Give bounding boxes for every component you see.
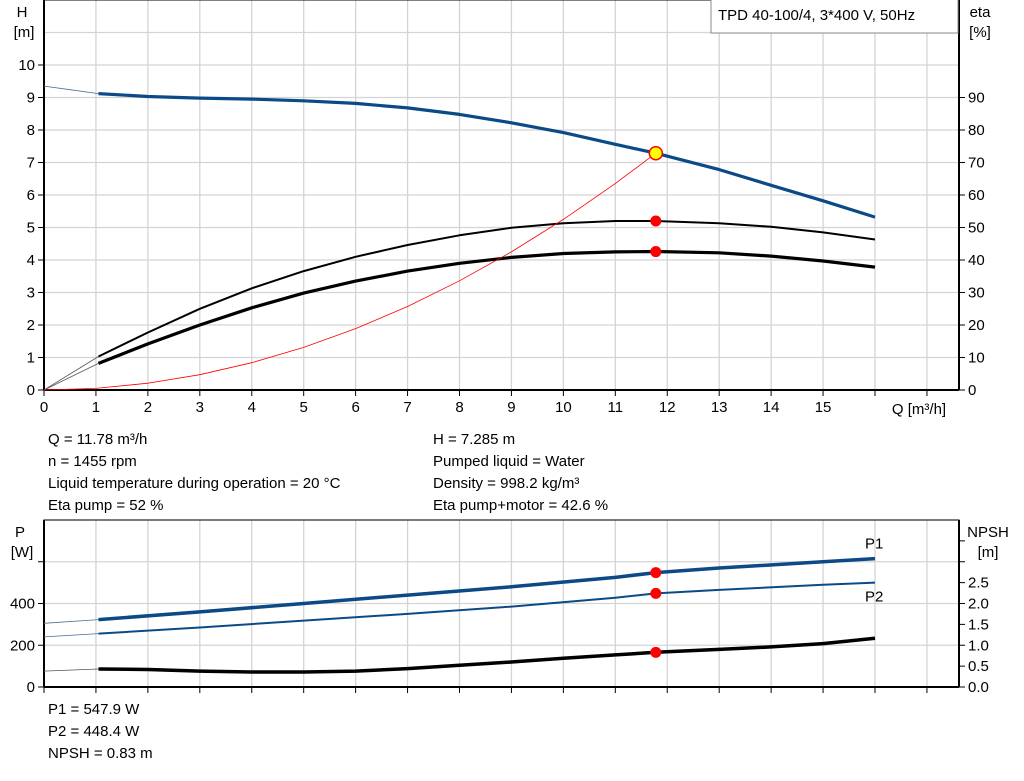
duty-point-p2-marker: [650, 587, 662, 599]
eta-pump-motor-curve: [97, 249, 876, 365]
duty-density: Density = 998.2 kg/m³: [433, 475, 580, 492]
p2-curve: [98, 581, 876, 635]
y-right-tick-label: 2.5: [968, 575, 989, 592]
y-tick-label: 2: [27, 317, 35, 334]
npsh-extension-line: [43, 668, 99, 672]
chart-title: TPD 40-100/4, 3*400 V, 50Hz: [718, 7, 915, 24]
duty-q: Q = 11.78 m³/h: [48, 431, 148, 448]
x-tick-label: 15: [815, 399, 832, 416]
duty-eta-pump: Eta pump = 52 %: [48, 497, 164, 514]
duty-point-npsh-marker: [650, 646, 662, 658]
x-tick-label: 6: [351, 399, 359, 416]
y-tick-label: 1: [27, 350, 35, 367]
y-tick-label: 0: [27, 382, 35, 399]
y-right-tick-label: 10: [968, 350, 985, 367]
x-tick-label: 13: [711, 399, 728, 416]
x-axis-label: Q [m³/h]: [892, 401, 946, 418]
duty-eta-pump-motor: Eta pump+motor = 42.6 %: [433, 497, 609, 514]
x-tick-label: 7: [403, 399, 411, 416]
p2-label: P2: [865, 589, 883, 606]
x-tick-label: 2: [144, 399, 152, 416]
y-right-tick-label: 0.0: [968, 679, 989, 696]
y-tick-label: 3: [27, 285, 35, 302]
right-axis-unit: [m]: [978, 544, 999, 561]
y-right-tick-label: 0.5: [968, 658, 989, 675]
p1-label: P1: [865, 536, 883, 553]
title-box: [710, 0, 959, 34]
p1-curve: [98, 556, 876, 622]
eta-pump-motor-extension-line: [43, 363, 99, 391]
left-axis-name: P: [15, 524, 25, 541]
head-efficiency-panel: [38, 0, 965, 396]
head-curve: [98, 92, 876, 219]
y-right-tick-label: 2.0: [968, 596, 989, 613]
y-right-tick-label: 90: [968, 90, 985, 107]
x-tick-label: 4: [248, 399, 256, 416]
x-tick-label: 3: [196, 399, 204, 416]
y-tick-label: 5: [27, 220, 35, 237]
duty-point-head-marker: [648, 145, 664, 161]
result-p1: P1 = 547.9 W: [48, 701, 140, 718]
head-extension-line: [43, 85, 99, 94]
duty-liquid: Pumped liquid = Water: [433, 453, 585, 470]
right-axis-unit: [%]: [969, 24, 991, 41]
duty-head: H = 7.285 m: [433, 431, 516, 448]
y-tick-label: 0: [27, 679, 35, 696]
y-right-tick-label: 0: [968, 382, 976, 399]
right-axis-name: NPSH: [967, 524, 1009, 541]
x-tick-label: 10: [555, 399, 572, 416]
y-tick-label: 200: [10, 637, 35, 654]
left-axis-unit: [m]: [14, 24, 35, 41]
y-tick-label: 8: [27, 122, 35, 139]
duty-point-eta-pump-marker: [650, 215, 662, 227]
duty-point-eta-pump-motor-marker: [650, 246, 662, 258]
y-right-tick-label: 70: [968, 155, 985, 172]
x-tick-label: 8: [455, 399, 463, 416]
x-tick-label: 1: [92, 399, 100, 416]
y-right-tick-label: 20: [968, 317, 985, 334]
y-right-tick-label: 80: [968, 122, 985, 139]
y-tick-label: 10: [18, 57, 35, 74]
result-npsh: NPSH = 0.83 m: [48, 745, 153, 762]
right-axis-name: eta: [970, 4, 992, 21]
power-npsh-panel: [38, 519, 965, 693]
y-tick-label: 9: [27, 90, 35, 107]
result-p2: P2 = 448.4 W: [48, 723, 140, 740]
x-tick-label: 9: [507, 399, 515, 416]
y-tick-label: 400: [10, 596, 35, 613]
system-curve-curve: [43, 152, 657, 391]
p1-extension-line: [43, 619, 99, 624]
left-axis-name: H: [17, 4, 28, 21]
p2-extension-line: [43, 633, 99, 638]
y-tick-label: 4: [27, 252, 35, 269]
left-axis-unit: [W]: [11, 544, 34, 561]
x-tick-label: 12: [659, 399, 676, 416]
x-tick-label: 0: [40, 399, 48, 416]
y-right-tick-label: 1.0: [968, 637, 989, 654]
eta-pump-extension-line: [43, 356, 99, 391]
duty-speed: n = 1455 rpm: [48, 453, 137, 470]
x-tick-label: 11: [608, 399, 624, 416]
y-tick-label: 7: [27, 155, 35, 172]
eta-pump-curve: [98, 220, 876, 358]
npsh-curve: [98, 636, 876, 674]
x-tick-label: 5: [300, 399, 308, 416]
y-right-tick-label: 30: [968, 285, 985, 302]
y-right-tick-label: 40: [968, 252, 985, 269]
y-right-tick-label: 50: [968, 220, 985, 237]
y-right-tick-label: 1.5: [968, 616, 989, 633]
y-tick-label: 6: [27, 187, 35, 204]
y-right-tick-label: 60: [968, 187, 985, 204]
x-tick-label: 14: [763, 399, 780, 416]
duty-point-p1-marker: [650, 567, 662, 579]
duty-temperature: Liquid temperature during operation = 20…: [48, 475, 341, 492]
